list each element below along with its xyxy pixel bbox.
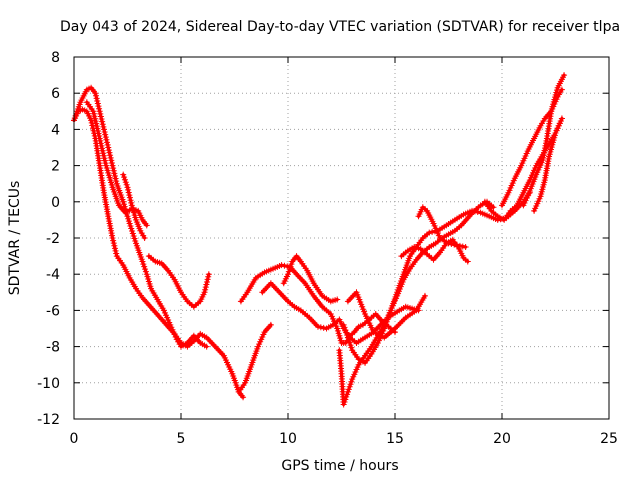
trace-line: [72, 107, 245, 399]
series-trace-5: [145, 253, 212, 310]
series-trace-1: [71, 84, 210, 350]
tick-labels: 0 5 10 15 20 25 -12 -10 -8 -6 -4 -2 0 2 4 6 8: [37, 50, 618, 447]
y-tick-label: 6: [51, 86, 60, 102]
series-trace-3: [83, 99, 150, 229]
trace-markers: [120, 171, 148, 241]
series-trace-9: [280, 253, 341, 305]
x-tick-label: 10: [279, 431, 297, 447]
trace-markers: [280, 253, 341, 305]
axis-ticks: [73, 56, 610, 420]
grid-lines: [74, 57, 609, 419]
trace-markers: [520, 72, 568, 209]
x-tick-label: 25: [600, 431, 618, 447]
y-tick-label: -2: [46, 231, 60, 247]
trace-markers: [237, 262, 398, 346]
x-tick-label: 5: [177, 431, 186, 447]
y-tick-label: 8: [51, 50, 60, 66]
y-tick-label: -12: [37, 412, 60, 428]
x-tick-label: 15: [386, 431, 404, 447]
y-tick-label: 0: [51, 195, 60, 211]
series-trace-4: [120, 171, 148, 241]
y-tick-label: -4: [46, 267, 60, 283]
y-tick-label: 2: [51, 159, 60, 175]
trace-markers: [344, 289, 428, 341]
y-tick-label: 4: [51, 122, 60, 138]
trace-markers: [235, 321, 274, 395]
data-traces: [71, 72, 568, 408]
x-axis-label: GPS time / hours: [281, 458, 398, 474]
series-trace-11: [340, 198, 497, 366]
series-trace-6: [235, 321, 274, 395]
series-trace-7: [237, 262, 398, 346]
series-trace-18: [531, 115, 565, 214]
chart-title: Day 043 of 2024, Sidereal Day-to-day VTE…: [60, 19, 620, 35]
series-trace-12: [344, 289, 428, 341]
trace-markers: [415, 204, 469, 251]
trace-markers: [71, 106, 247, 401]
trace-markers: [340, 198, 497, 366]
series-trace-17: [520, 72, 568, 209]
series-trace-2: [71, 106, 247, 401]
x-tick-label: 0: [70, 431, 79, 447]
y-tick-label: -8: [46, 340, 60, 356]
series-trace-14: [415, 204, 469, 251]
series-trace-16: [499, 86, 565, 209]
y-tick-label: -10: [37, 376, 60, 392]
y-tick-label: -6: [46, 303, 60, 319]
trace-markers: [83, 99, 150, 229]
y-axis-label: SDTVAR / TECUs: [7, 181, 23, 296]
x-tick-label: 20: [493, 431, 511, 447]
trace-markers: [145, 253, 212, 310]
trace-markers: [531, 115, 565, 214]
